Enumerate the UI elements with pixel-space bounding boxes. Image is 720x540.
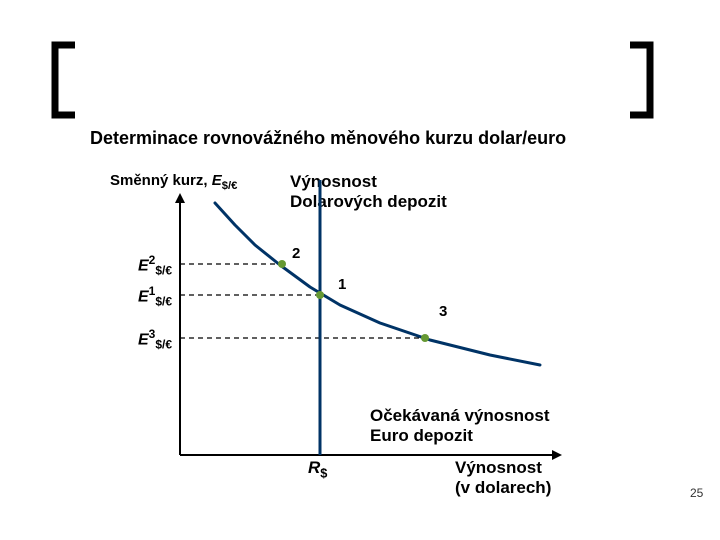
slide-title: Determinace rovnovážného měnového kurzu …	[90, 128, 566, 149]
y-tick-label: E1$/€	[122, 284, 172, 309]
svg-text:2: 2	[292, 245, 300, 262]
y-axis-label: Směnný kurz, E$/€	[110, 172, 237, 192]
svg-text:3: 3	[439, 303, 447, 320]
slide: Determinace rovnovážného měnového kurzu …	[0, 0, 720, 540]
x-axis-tick-label: R$	[308, 458, 327, 480]
x-axis-label: Výnosnost(v dolarech)	[455, 458, 551, 498]
euro-return-curve-label: Očekávaná výnosnostEuro depozit	[370, 406, 550, 446]
page-number: 25	[690, 486, 703, 500]
y-tick-label: E2$/€	[122, 253, 172, 278]
y-tick-label: E3$/€	[122, 327, 172, 352]
svg-text:1: 1	[338, 276, 346, 293]
